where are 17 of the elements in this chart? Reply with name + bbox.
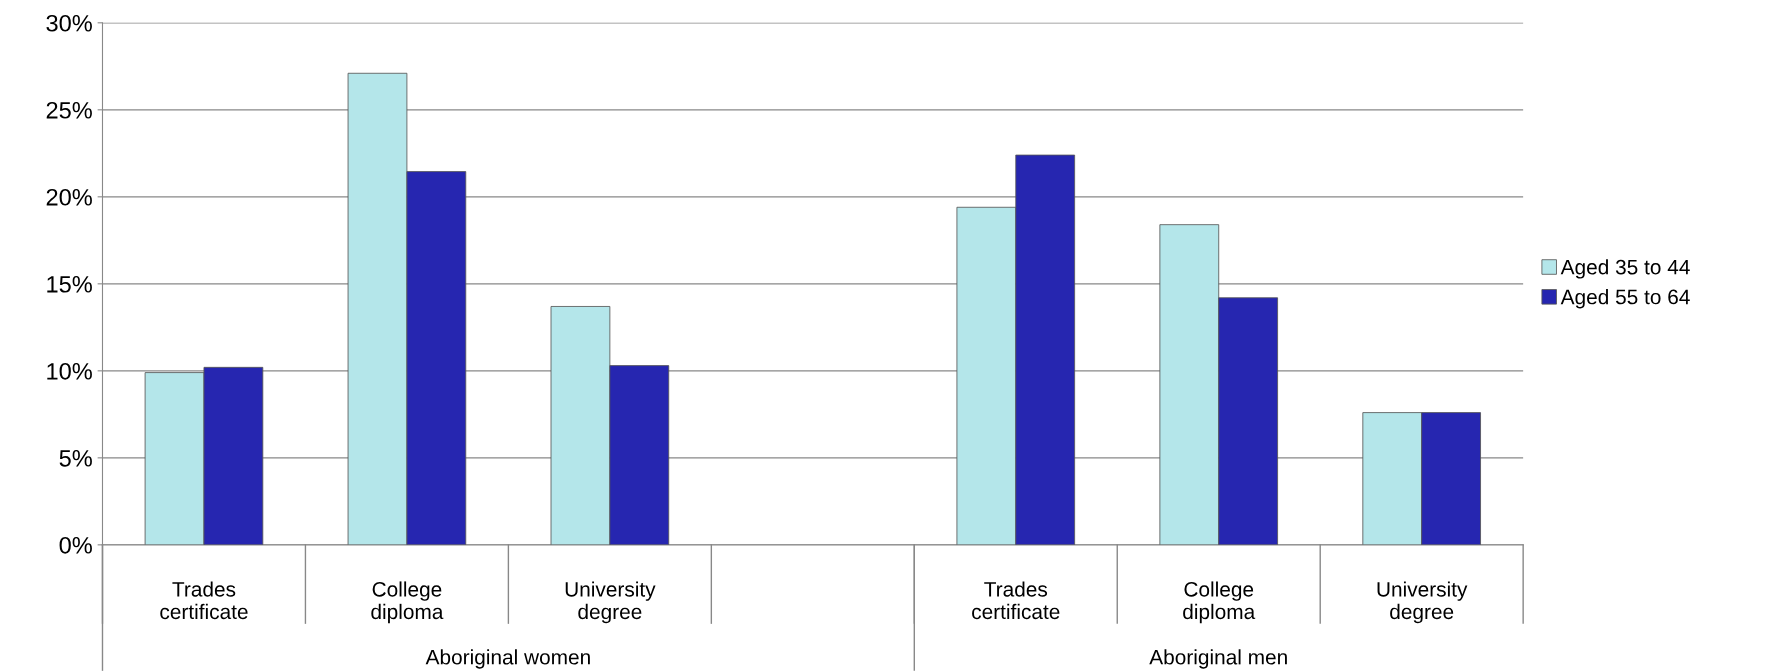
x-tick-label: College diploma	[371, 581, 444, 624]
legend-label: Aged 35 to 44	[1560, 259, 1690, 279]
x-tick-label: College diploma	[1183, 581, 1256, 624]
y-tick-label: 25%	[46, 101, 92, 119]
x-tick-label: Trades certificate	[972, 581, 1060, 620]
y-tick-label: 5%	[59, 450, 92, 467]
text: Aboriginal men	[1149, 649, 1287, 669]
y-tick-label: 10%	[47, 362, 92, 380]
y-tick-label: 0%	[59, 536, 92, 554]
x-tick-label: Trades certificate	[160, 581, 248, 620]
x-tick-label: University degree	[1377, 581, 1468, 624]
x-tick-label: University degree	[565, 581, 656, 624]
text: Aboriginal women	[425, 649, 590, 669]
y-tick-label: 30%	[46, 14, 92, 32]
y-tick-label: 15%	[47, 276, 92, 293]
y-tick-label: 20%	[46, 188, 92, 206]
legend-label: Aged 55 to 64	[1560, 289, 1690, 309]
